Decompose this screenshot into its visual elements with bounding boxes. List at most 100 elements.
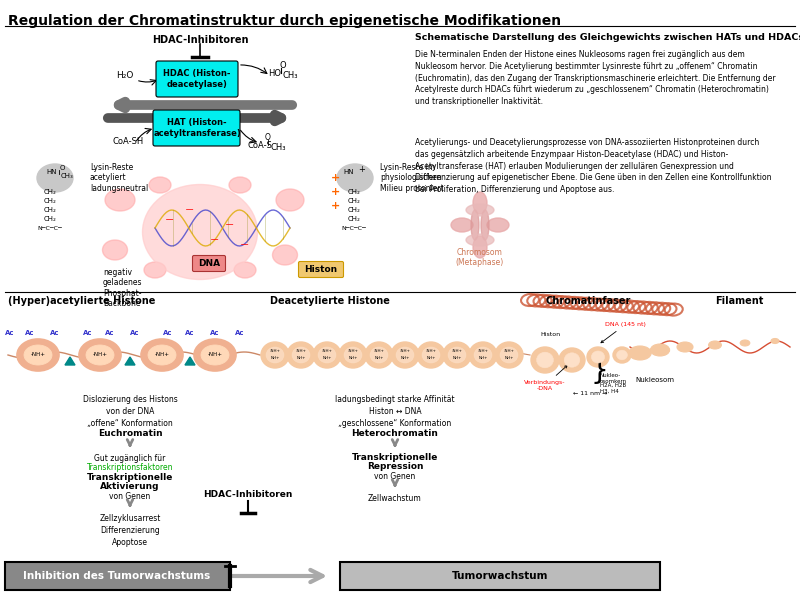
- Ellipse shape: [261, 342, 289, 368]
- Ellipse shape: [142, 185, 258, 280]
- Ellipse shape: [287, 342, 315, 368]
- Text: CoA-S: CoA-S: [247, 140, 273, 149]
- Text: von Genen: von Genen: [374, 472, 416, 481]
- Text: NH+: NH+: [400, 356, 410, 360]
- Text: O: O: [265, 133, 271, 142]
- Text: Lysin-Reste
acetyliert
ladungsneutral: Lysin-Reste acetyliert ladungsneutral: [90, 163, 148, 193]
- Text: Schematische Darstellung des Gleichgewichts zwischen HATs und HDACs:: Schematische Darstellung des Gleichgewic…: [415, 33, 800, 42]
- Text: DNA (145 nt): DNA (145 nt): [601, 322, 646, 343]
- Ellipse shape: [344, 347, 362, 363]
- Text: −: −: [226, 220, 234, 230]
- Text: Tumorwachstum: Tumorwachstum: [452, 571, 548, 581]
- Text: -NH+: -NH+: [347, 349, 358, 353]
- Ellipse shape: [337, 164, 373, 192]
- Text: Acetylierungs- und Deacetylierungsprozesse von DNA-assoziierten Histonproteinen : Acetylierungs- und Deacetylierungsprozes…: [415, 138, 771, 194]
- Text: Nukleosom: Nukleosom: [635, 377, 674, 383]
- Text: NH+: NH+: [322, 356, 332, 360]
- Text: ← 11 nm →: ← 11 nm →: [573, 391, 607, 396]
- Text: NH+: NH+: [348, 356, 358, 360]
- Text: CH₃: CH₃: [61, 173, 74, 179]
- Text: -NH+: -NH+: [154, 352, 170, 358]
- Text: CoA-SH: CoA-SH: [112, 137, 144, 146]
- Text: -NH+: -NH+: [270, 349, 281, 353]
- Ellipse shape: [339, 342, 367, 368]
- Text: Ac: Ac: [130, 330, 140, 336]
- Text: Lysin-Reste im
physiologischen
Milieu protoniert: Lysin-Reste im physiologischen Milieu pr…: [380, 163, 444, 193]
- Text: CH₂: CH₂: [347, 189, 361, 195]
- Text: NH+: NH+: [296, 356, 306, 360]
- Ellipse shape: [771, 338, 779, 343]
- Ellipse shape: [740, 340, 750, 346]
- FancyBboxPatch shape: [298, 262, 343, 277]
- Text: CH₂: CH₂: [43, 207, 57, 213]
- Text: Ac: Ac: [235, 330, 245, 336]
- Text: Deacetylierte Histone: Deacetylierte Histone: [270, 296, 390, 306]
- Text: N─C─C─: N─C─C─: [38, 226, 62, 230]
- Text: von Genen: von Genen: [110, 492, 150, 501]
- Ellipse shape: [273, 245, 298, 265]
- Text: -NH+: -NH+: [207, 352, 222, 358]
- Text: -NH+: -NH+: [451, 349, 462, 353]
- Ellipse shape: [474, 347, 492, 363]
- Text: CH₂: CH₂: [43, 189, 57, 195]
- Text: −: −: [166, 215, 174, 225]
- Ellipse shape: [587, 347, 609, 367]
- Text: NH+: NH+: [504, 356, 514, 360]
- Text: HDAC-Inhibitoren: HDAC-Inhibitoren: [203, 490, 293, 499]
- Ellipse shape: [105, 189, 135, 211]
- Ellipse shape: [141, 339, 183, 371]
- Ellipse shape: [531, 347, 559, 373]
- Ellipse shape: [473, 236, 487, 258]
- Text: -NH+: -NH+: [374, 349, 385, 353]
- Text: CH₃: CH₃: [282, 71, 298, 80]
- Text: Histon: Histon: [305, 265, 338, 274]
- Text: Gut zugänglich für: Gut zugänglich für: [94, 454, 166, 463]
- Ellipse shape: [276, 189, 304, 211]
- Text: CH₂: CH₂: [347, 198, 361, 204]
- Text: HAT (Histon-
acetyltransferase): HAT (Histon- acetyltransferase): [153, 118, 241, 137]
- Text: H2A, H2B
H3, H4: H2A, H2B H3, H4: [600, 383, 626, 394]
- Text: Die N-terminalen Enden der Histone eines Nukleosoms ragen frei zugänglich aus de: Die N-terminalen Enden der Histone eines…: [415, 50, 776, 106]
- Text: NH+: NH+: [426, 356, 436, 360]
- Ellipse shape: [148, 345, 176, 365]
- Text: Zellwachstum: Zellwachstum: [368, 494, 422, 503]
- Text: HO: HO: [269, 68, 282, 77]
- Ellipse shape: [629, 346, 651, 360]
- Text: Histon: Histon: [540, 332, 560, 337]
- Text: }: }: [590, 357, 608, 385]
- Text: Inhibition des Tumorwachstums: Inhibition des Tumorwachstums: [23, 571, 210, 581]
- FancyBboxPatch shape: [5, 562, 230, 590]
- Ellipse shape: [559, 348, 585, 372]
- Polygon shape: [125, 357, 135, 365]
- Ellipse shape: [495, 342, 523, 368]
- Text: −: −: [186, 205, 194, 215]
- Text: O: O: [59, 165, 65, 171]
- Polygon shape: [185, 357, 195, 365]
- Text: Nukleo-
osomkern: Nukleo- osomkern: [600, 373, 627, 384]
- Text: Chromatinfaser: Chromatinfaser: [545, 296, 630, 306]
- Ellipse shape: [617, 350, 627, 360]
- Ellipse shape: [370, 347, 388, 363]
- Ellipse shape: [417, 342, 445, 368]
- Text: Ac: Ac: [50, 330, 60, 336]
- Text: NH+: NH+: [478, 356, 488, 360]
- Text: negativ
geladenes
Phosphat-
Backbone: negativ geladenes Phosphat- Backbone: [103, 268, 142, 308]
- Text: Ac: Ac: [83, 330, 93, 336]
- Text: NH+: NH+: [452, 356, 462, 360]
- Ellipse shape: [86, 345, 114, 365]
- Text: −: −: [210, 235, 220, 245]
- FancyBboxPatch shape: [340, 562, 660, 590]
- Text: Euchromatin: Euchromatin: [98, 429, 162, 438]
- Text: Transkriptionelle: Transkriptionelle: [352, 453, 438, 462]
- Text: ladungsbedingt starke Affinität
Histon ↔ DNA
„geschlossene“ Konformation: ladungsbedingt starke Affinität Histon ↔…: [335, 395, 455, 428]
- Ellipse shape: [677, 342, 693, 352]
- Text: Regulation der Chromatinstruktur durch epigenetische Modifikationen: Regulation der Chromatinstruktur durch e…: [8, 14, 561, 28]
- Text: -NH+: -NH+: [399, 349, 410, 353]
- Ellipse shape: [17, 339, 59, 371]
- FancyArrowPatch shape: [233, 570, 322, 582]
- Text: Heterochromatin: Heterochromatin: [351, 429, 438, 438]
- Ellipse shape: [79, 339, 121, 371]
- Ellipse shape: [487, 218, 509, 232]
- Ellipse shape: [709, 341, 722, 349]
- Text: HN: HN: [46, 169, 58, 175]
